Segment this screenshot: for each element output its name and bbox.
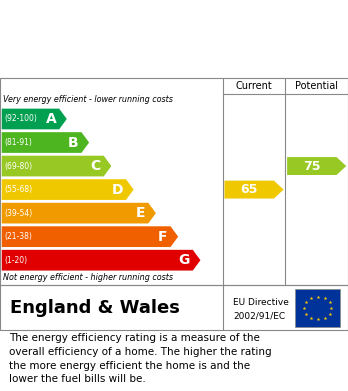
Text: EU Directive: EU Directive [233, 298, 289, 307]
Text: Very energy efficient - lower running costs: Very energy efficient - lower running co… [3, 95, 173, 104]
Text: (21-38): (21-38) [5, 232, 32, 241]
Polygon shape [2, 156, 111, 176]
Text: 65: 65 [240, 183, 258, 196]
Polygon shape [2, 250, 200, 271]
Text: England & Wales: England & Wales [10, 299, 180, 317]
Text: G: G [179, 253, 190, 267]
Bar [295, 289, 340, 327]
Text: B: B [68, 136, 79, 149]
Text: (92-100): (92-100) [5, 115, 37, 124]
Text: Not energy efficient - higher running costs: Not energy efficient - higher running co… [3, 273, 174, 282]
Polygon shape [2, 226, 178, 247]
Polygon shape [2, 132, 89, 153]
Text: (1-20): (1-20) [5, 256, 27, 265]
Text: (39-54): (39-54) [5, 209, 33, 218]
Text: Energy Efficiency Rating: Energy Efficiency Rating [10, 51, 220, 66]
Text: D: D [112, 183, 123, 197]
Polygon shape [2, 203, 156, 224]
Text: A: A [46, 112, 56, 126]
Text: F: F [158, 230, 168, 244]
Text: The energy efficiency rating is a measure of the
overall efficiency of a home. T: The energy efficiency rating is a measur… [9, 334, 271, 384]
Text: (81-91): (81-91) [5, 138, 32, 147]
Text: Current: Current [236, 81, 272, 91]
Text: 2002/91/EC: 2002/91/EC [233, 312, 285, 321]
Text: 75: 75 [303, 160, 321, 172]
Text: Potential: Potential [295, 81, 338, 91]
Text: (55-68): (55-68) [5, 185, 33, 194]
Text: (69-80): (69-80) [5, 161, 33, 170]
Polygon shape [2, 179, 134, 200]
Polygon shape [2, 109, 67, 129]
Polygon shape [287, 157, 346, 175]
Text: C: C [91, 159, 101, 173]
Polygon shape [224, 181, 284, 199]
Text: E: E [136, 206, 145, 220]
